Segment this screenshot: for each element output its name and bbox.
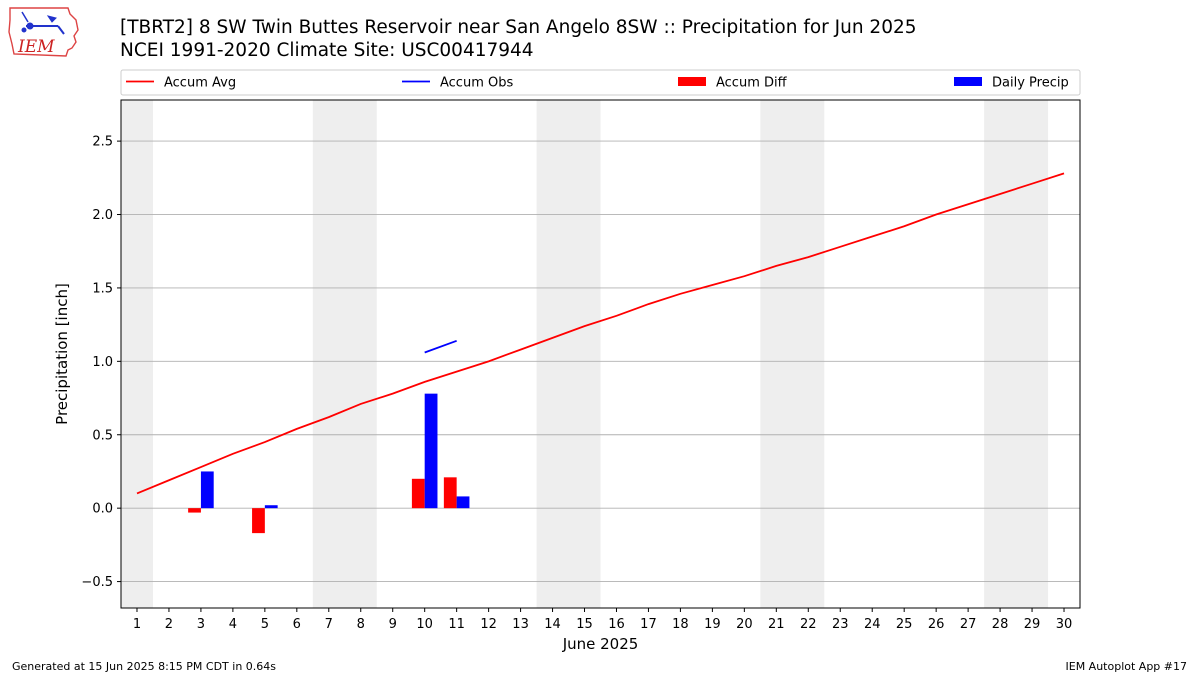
legend-label: Daily Precip [992,76,1069,91]
accum-diff-bar [443,477,457,509]
daily-precip-bar [264,505,278,509]
y-tick-label: 1.5 [92,281,113,296]
logo-text: IEM [17,37,55,57]
chart-title: [TBRT2] 8 SW Twin Buttes Reservoir near … [120,17,917,38]
legend-label: Accum Diff [716,76,788,91]
x-tick-label: 12 [480,617,497,632]
x-tick-label: 7 [325,617,333,632]
x-tick-label: 27 [960,617,977,632]
y-tick-label: 2.0 [92,208,113,223]
y-axis: −0.5 0.0 0.5 1.0 1.5 2.0 2.5 [81,135,121,590]
weekend-band [536,100,601,608]
y-axis-label: Precipitation [inch] [53,283,71,425]
y-tick-label: 1.0 [92,355,113,370]
x-tick-label: 20 [736,617,753,632]
x-tick-label: 8 [357,617,365,632]
accum-obs-line [424,339,457,354]
series-lines [136,172,1065,495]
legend-label: Accum Obs [440,76,513,91]
x-tick-label: 19 [704,617,721,632]
x-tick-label: 25 [896,617,913,632]
daily-precip-bar [456,496,470,509]
legend-box [120,69,1081,96]
x-tick-label: 5 [261,617,269,632]
legend-swatch [954,77,982,86]
x-tick-label: 17 [640,617,657,632]
x-tick-label: 16 [608,617,625,632]
iowa-outline-icon [8,7,79,57]
accum-diff-bar [188,508,201,513]
x-tick-label: 22 [800,617,817,632]
x-tick-label: 1 [133,617,141,632]
x-tick-label: 14 [544,617,561,632]
x-tick-label: 26 [928,617,945,632]
daily-precip-bar [200,471,214,509]
app-credit: IEM Autoplot App #17 [1065,660,1188,673]
plot-frame [120,99,1081,609]
weekend-band [984,100,1049,608]
weekend-band [312,100,377,608]
x-tick-label: 29 [1024,617,1041,632]
iem-logo: IEM [8,7,79,57]
x-tick-label: 28 [992,617,1009,632]
legend-label: Accum Avg [164,76,236,91]
gridlines [121,140,1080,583]
x-tick-label: 30 [1056,617,1073,632]
x-tick-label: 9 [389,617,397,632]
x-tick-label: 4 [229,617,237,632]
x-tick-label: 13 [512,617,529,632]
x-tick-label: 23 [832,617,849,632]
x-tick-label: 24 [864,617,881,632]
x-tick-label: 10 [416,617,433,632]
x-tick-label: 3 [197,617,205,632]
legend-swatch [678,77,706,86]
x-tick-label: 15 [576,617,593,632]
accum-diff-bar [411,478,425,509]
y-tick-label: 2.5 [92,135,113,150]
weekend-band [121,100,153,608]
accum-avg-line [136,172,1065,495]
x-axis: 1 2 3 4 5 6 7 8 9 10 11 12 13 14 15 16 17 18 19 20 21 22 23 24 2… [133,608,1072,632]
x-tick-label: 6 [293,617,301,632]
bars [188,393,470,534]
x-tick-label: 11 [448,617,465,632]
y-tick-label: 0.0 [92,502,113,517]
generated-timestamp: Generated at 15 Jun 2025 8:15 PM CDT in … [12,660,277,673]
weather-station-icon [21,11,65,35]
y-tick-label: −0.5 [81,575,113,590]
weekend-band [760,100,825,608]
accum-diff-bar [252,508,265,534]
y-tick-label: 0.5 [92,428,113,443]
chart-subtitle: NCEI 1991-2020 Climate Site: USC00417944 [120,40,534,61]
legend: Accum Avg Accum Obs Accum Diff Daily Precip [120,69,1081,96]
x-tick-label: 21 [768,617,785,632]
daily-precip-bar [424,393,438,509]
x-axis-label: June 2025 [562,635,639,653]
x-tick-label: 18 [672,617,689,632]
weekend-shading [121,100,1049,608]
x-tick-label: 2 [165,617,173,632]
